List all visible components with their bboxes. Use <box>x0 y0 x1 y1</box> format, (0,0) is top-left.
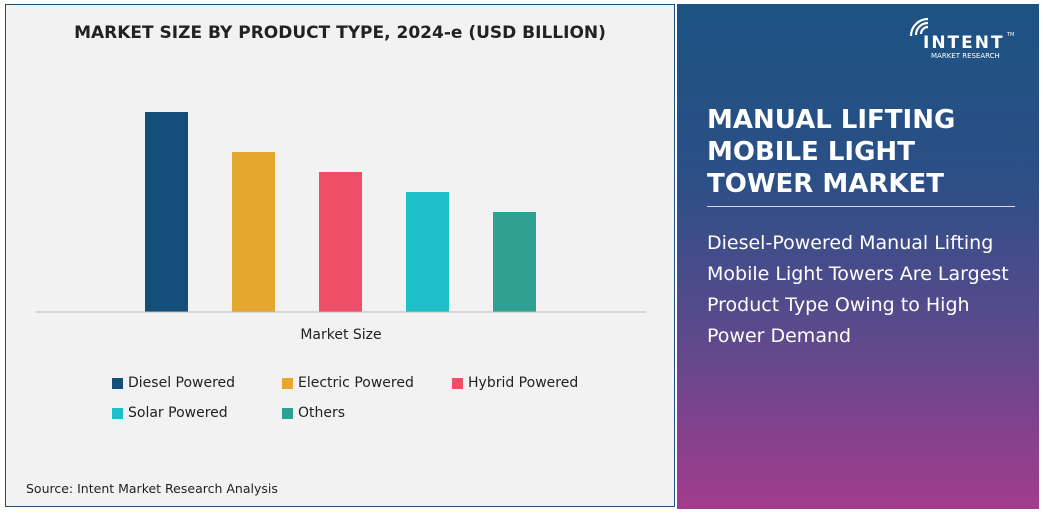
legend-item: Others <box>282 405 345 421</box>
legend-swatch <box>282 377 293 389</box>
intent-logo: INTENT TM MARKET RESEARCH <box>909 17 1014 60</box>
legend-swatch <box>452 377 463 389</box>
divider <box>707 206 1015 207</box>
bar-solar-powered <box>406 192 449 312</box>
market-title: MANUAL LIFTING MOBILE LIGHT TOWER MARKET <box>707 105 956 199</box>
legend-label: Solar Powered <box>128 405 228 421</box>
bar-electric-powered <box>232 152 275 312</box>
legend-item: Electric Powered <box>282 375 414 391</box>
x-axis-label: Market Size <box>300 327 382 343</box>
legend-swatch <box>112 407 123 419</box>
legend-item: Hybrid Powered <box>452 375 578 391</box>
bar-others <box>493 212 536 312</box>
legend-label: Electric Powered <box>298 375 414 391</box>
bar-diesel-powered <box>145 112 188 312</box>
legend-item: Diesel Powered <box>112 375 235 391</box>
legend-label: Diesel Powered <box>128 375 236 391</box>
legend-swatch <box>112 377 123 389</box>
bar-chart <box>36 112 646 313</box>
legend-label: Others <box>298 405 346 421</box>
legend-swatch <box>282 407 293 419</box>
bar-hybrid-powered <box>319 172 362 312</box>
market-highlight: Diesel-Powered Manual Lifting Mobile Lig… <box>707 232 1009 347</box>
legend-item: Solar Powered <box>112 405 228 421</box>
chart-panel: MARKET SIZE BY PRODUCT TYPE, 2024-e (USD… <box>5 4 675 507</box>
legend-label: Hybrid Powered <box>468 375 579 391</box>
chart-title: MARKET SIZE BY PRODUCT TYPE, 2024-e (USD… <box>74 23 606 43</box>
svg-text:INTENT: INTENT <box>923 33 1005 53</box>
svg-text:TM: TM <box>1006 32 1014 38</box>
info-panel: INTENT TM MARKET RESEARCH MANUAL LIFTING… <box>677 4 1039 509</box>
source-note: Source: Intent Market Research Analysis <box>26 481 278 496</box>
svg-text:MARKET RESEARCH: MARKET RESEARCH <box>931 52 1000 60</box>
